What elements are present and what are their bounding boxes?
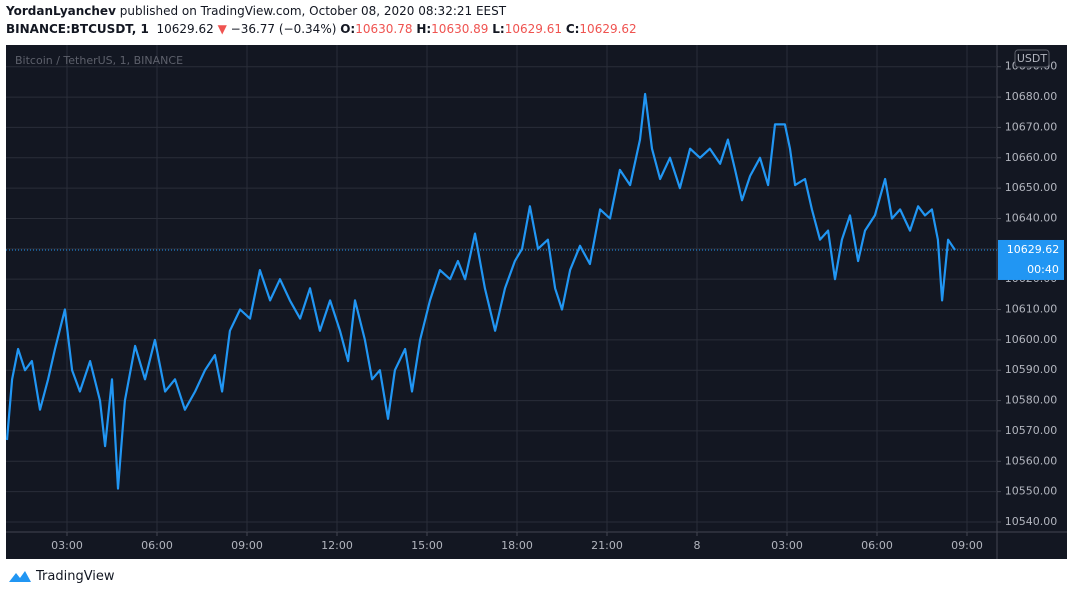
y-tick-label: 10550.00 [1005,485,1058,498]
symbol-info: BINANCE:BTCUSDT, 1 10629.62 ▼ −36.77 (−0… [6,22,637,36]
low-label: L: [492,22,505,36]
y-tick-label: 10560.00 [1005,454,1058,467]
price: 10629.62 [156,22,214,36]
x-tick-label: 03:00 [771,539,803,552]
change-arrow: ▼ [217,22,227,36]
y-tick-label: 10680.00 [1005,90,1058,103]
y-tick-label: 10590.00 [1005,363,1058,376]
publish-info: YordanLyanchev published on TradingView.… [6,4,506,18]
x-tick-label: 8 [694,539,701,552]
last-price-label: 10629.62 [1007,243,1060,256]
chart: 10540.00 10550.00 10560.00 10570.00 10580.00… [5,45,1067,559]
x-tick-label: 21:00 [591,539,623,552]
y-tick-label: 10610.00 [1005,303,1058,316]
y-tick-label: 10650.00 [1005,181,1058,194]
open: 10630.78 [355,22,413,36]
x-tick-label: 03:00 [51,539,83,552]
symbol: BINANCE:BTCUSDT, 1 [6,22,149,36]
y-tick-label: 10570.00 [1005,424,1058,437]
logo [9,571,31,582]
change: −36.77 (−0.34%) [230,22,337,36]
last-price-box [998,239,1064,280]
high-label: H: [416,22,432,36]
x-tick-label: 12:00 [321,539,353,552]
chart-background [6,45,1067,559]
price-line [5,92,956,490]
x-tick-label: 09:00 [951,539,983,552]
y-tick-label: 10600.00 [1005,333,1058,346]
y-tick-label: 10580.00 [1005,394,1058,407]
y-tick-label: 10540.00 [1005,515,1058,528]
x-tick-label: 18:00 [501,539,533,552]
low: 10629.61 [504,22,562,36]
high: 10630.89 [431,22,489,36]
y-tick-label: 10670.00 [1005,120,1058,133]
published: published on TradingView.com, October 08… [119,4,507,18]
currency: USDT [1017,52,1048,65]
chart-title: Bitcoin / TetherUS, 1, BINANCE [15,54,183,67]
x-tick-label: 06:00 [141,539,173,552]
publisher: YordanLyanchev [6,4,116,18]
x-tick-label: 06:00 [861,539,893,552]
y-tick-label: 10640.00 [1005,211,1058,224]
footer: TradingView [8,568,115,584]
brand: TradingView [36,568,115,584]
currency-box [1014,49,1050,68]
close: 10629.62 [579,22,637,36]
close-label: C: [565,22,580,36]
y-tick-label: 10660.00 [1005,151,1058,164]
x-tick-label: 09:00 [231,539,263,552]
open-label: O: [340,22,356,36]
x-tick-label: 15:00 [411,539,443,552]
countdown: 00:40 [1027,263,1059,276]
